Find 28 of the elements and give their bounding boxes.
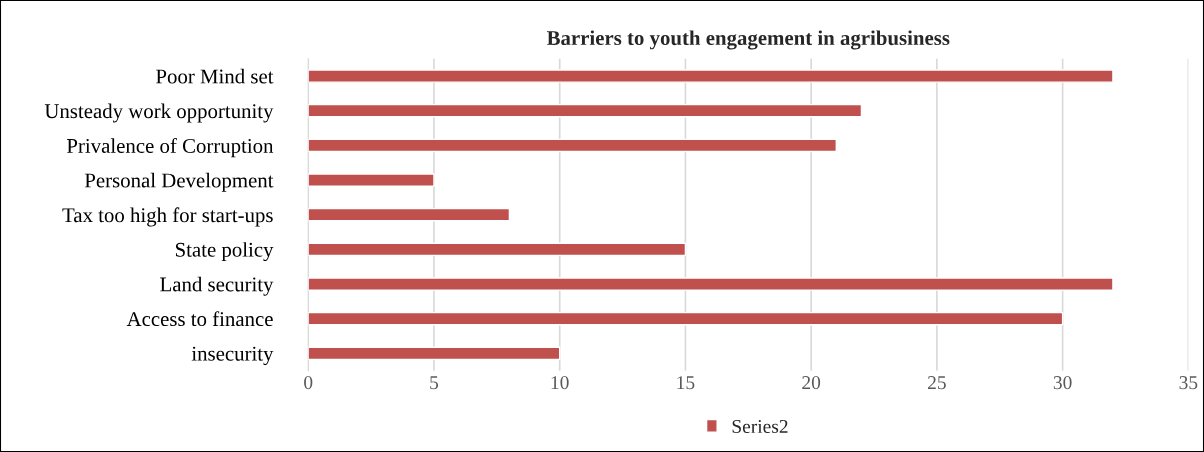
x-tick-label: 20 — [802, 376, 821, 390]
bar — [308, 138, 837, 153]
bar — [308, 103, 863, 118]
x-tick-label: 5 — [430, 376, 439, 390]
x-tick-label: 10 — [551, 376, 569, 390]
y-tick-label: Personal Development — [84, 172, 274, 192]
bar — [308, 346, 561, 361]
y-tick-label: Tax too high for start-ups — [62, 207, 273, 227]
bar — [308, 69, 1114, 83]
x-tick-label: 25 — [928, 376, 946, 390]
bar — [308, 207, 511, 222]
y-tick-label: Unsteady work opportunity — [44, 103, 274, 123]
y-tick-label: Poor Mind set — [156, 68, 274, 84]
x-tick-label: 0 — [304, 376, 313, 390]
y-tick-label: Privalence of Corruption — [66, 138, 274, 158]
bar — [308, 173, 435, 187]
chart-title: Barriers to youth engagement in agribusiness — [546, 30, 950, 50]
y-tick-label: Land security — [160, 276, 274, 296]
bar — [308, 242, 687, 257]
legend-label: Series2 — [732, 419, 788, 434]
y-tick-label: insecurity — [191, 346, 274, 366]
x-tick-label: 35 — [1179, 376, 1198, 390]
bar — [308, 311, 1064, 326]
bar — [308, 277, 1114, 291]
y-tick-label: Access to finance — [126, 311, 273, 327]
y-tick-label: State policy — [175, 242, 274, 262]
x-tick-label: 30 — [1053, 376, 1072, 390]
x-tick-label: 15 — [677, 376, 695, 390]
